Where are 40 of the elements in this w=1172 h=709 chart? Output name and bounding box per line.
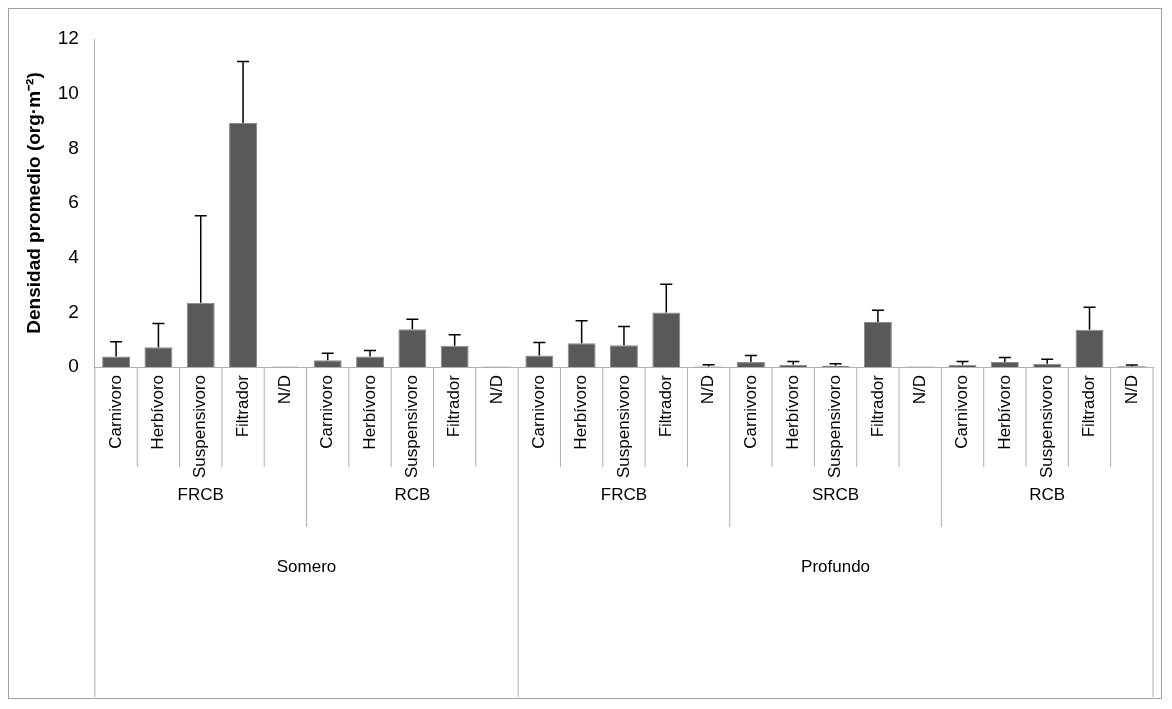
x-tick-label: Filtrador	[1079, 374, 1099, 438]
x-tick-label: Carnivoro	[317, 375, 337, 449]
text: FRCB	[600, 484, 648, 504]
y-tick-label: 6	[68, 191, 79, 213]
x-tick-label: Carnivoro	[952, 375, 972, 449]
text: Somero	[276, 556, 337, 576]
y-tick-label: 12	[57, 27, 79, 49]
y-tick-label: 0	[68, 355, 79, 377]
x-tick-label: N/D	[909, 375, 929, 405]
x-tick-label: Carnivoro	[529, 375, 549, 449]
y-tick-label: 2	[68, 300, 79, 322]
x-tick-label: N/D	[275, 375, 295, 405]
text: SRCB	[811, 484, 860, 504]
x-tick-label: Filtrador	[867, 374, 887, 438]
y-tick-label: 8	[68, 136, 79, 158]
x-tick-label: N/D	[486, 375, 506, 405]
x-tick-label: Carnivoro	[105, 375, 125, 449]
x-tick-label: Filtrador	[444, 374, 464, 438]
x-tick-label: Suspensivoro	[825, 375, 845, 479]
x-tick-label: Suspensivoro	[190, 375, 210, 479]
text: RCB	[1029, 484, 1066, 504]
y-tick-label: 10	[57, 81, 79, 103]
x-tick-label: Suspensivoro	[1036, 375, 1056, 479]
x-tick-label: Herbívoro	[994, 375, 1014, 450]
x-tick-label: N/D	[1121, 375, 1141, 405]
x-tick-label: Filtrador	[232, 374, 252, 438]
x-tick-label: Herbívoro	[148, 375, 168, 450]
text: RCB	[394, 484, 431, 504]
x-tick-label: N/D	[698, 375, 718, 405]
y-tick-label: 4	[68, 245, 80, 267]
x-tick-label: Herbívoro	[359, 375, 379, 450]
y-axis-title: Densidad promedio (org·m⁻²)	[22, 72, 44, 334]
x-tick-label: Herbívoro	[571, 375, 591, 450]
x-tick-label: Suspensivoro	[613, 375, 633, 479]
x-tick-label: Filtrador	[655, 374, 675, 438]
text: FRCB	[177, 484, 224, 504]
x-tick-label: Carnivoro	[740, 375, 760, 449]
x-tick-label: Suspensivoro	[402, 375, 422, 479]
text: Profundo	[801, 556, 871, 576]
x-tick-label: Herbívoro	[782, 375, 802, 450]
